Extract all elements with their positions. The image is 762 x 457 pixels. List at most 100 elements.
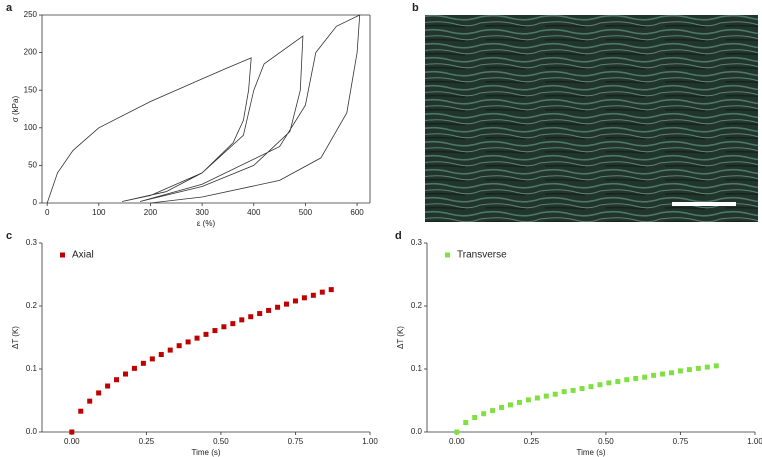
x-tick-label: 0.25 bbox=[524, 437, 540, 446]
point bbox=[669, 370, 675, 376]
x-axis-label: ε (%) bbox=[197, 219, 216, 228]
point bbox=[642, 374, 648, 380]
point bbox=[624, 377, 630, 383]
point bbox=[695, 365, 701, 371]
point bbox=[570, 387, 576, 393]
y-tick-label: 150 bbox=[24, 85, 38, 94]
x-tick-label: 0.75 bbox=[288, 437, 304, 446]
point bbox=[328, 287, 334, 293]
point bbox=[516, 399, 522, 405]
y-tick-label: 0 bbox=[33, 198, 38, 207]
x-axis-label: Time (s) bbox=[191, 448, 220, 457]
point bbox=[660, 371, 666, 377]
panel-label: c bbox=[6, 230, 12, 242]
point bbox=[686, 367, 692, 373]
point bbox=[194, 335, 200, 341]
legend-label: Axial bbox=[72, 250, 94, 261]
image-tint bbox=[425, 15, 758, 222]
y-tick-label: 0.0 bbox=[411, 427, 423, 436]
point bbox=[248, 314, 254, 320]
micrograph bbox=[425, 15, 758, 222]
y-tick-label: 0.3 bbox=[26, 238, 38, 247]
point bbox=[561, 389, 567, 395]
point bbox=[176, 343, 182, 349]
point bbox=[490, 408, 496, 414]
scale-bar bbox=[672, 202, 736, 206]
point bbox=[319, 289, 325, 295]
x-tick-label: 0.50 bbox=[213, 437, 229, 446]
point bbox=[481, 411, 487, 417]
y-tick-label: 0.1 bbox=[411, 364, 423, 373]
x-tick-label: 300 bbox=[195, 208, 209, 217]
point bbox=[472, 415, 478, 421]
x-tick-label: 0.00 bbox=[449, 437, 465, 446]
y-tick-label: 200 bbox=[24, 48, 38, 57]
y-tick-label: 0.1 bbox=[26, 364, 38, 373]
point bbox=[131, 365, 137, 371]
legend-swatch bbox=[445, 252, 450, 258]
point bbox=[651, 372, 657, 378]
point bbox=[69, 429, 75, 435]
point bbox=[140, 360, 146, 366]
x-tick-label: 200 bbox=[144, 208, 158, 217]
point bbox=[677, 368, 683, 374]
point bbox=[704, 364, 710, 370]
point bbox=[454, 429, 460, 435]
x-tick-label: 0.00 bbox=[64, 437, 80, 446]
y-tick-label: 100 bbox=[24, 123, 38, 132]
point bbox=[212, 328, 218, 334]
y-tick-label: 250 bbox=[24, 10, 38, 19]
point bbox=[310, 292, 316, 298]
point bbox=[122, 371, 128, 377]
point bbox=[158, 352, 164, 358]
x-axis-label: Time (s) bbox=[576, 448, 605, 457]
point bbox=[597, 382, 603, 388]
x-tick-label: 500 bbox=[299, 208, 313, 217]
legend-label: Transverse bbox=[457, 250, 507, 261]
curve bbox=[46, 14, 361, 204]
point bbox=[96, 390, 102, 396]
point bbox=[534, 395, 540, 401]
x-tick-label: 0.50 bbox=[598, 437, 614, 446]
point bbox=[257, 311, 263, 317]
point bbox=[463, 420, 469, 426]
point bbox=[525, 397, 531, 403]
legend-swatch bbox=[60, 252, 65, 258]
x-tick-label: 600 bbox=[350, 208, 364, 217]
point bbox=[105, 383, 111, 389]
x-tick-label: 0.75 bbox=[673, 437, 689, 446]
x-tick-label: 1.00 bbox=[362, 437, 378, 446]
point bbox=[203, 331, 209, 337]
panel-label: a bbox=[6, 2, 13, 14]
point bbox=[167, 347, 173, 353]
panel-label: d bbox=[395, 230, 402, 242]
x-tick-label: 100 bbox=[92, 208, 106, 217]
x-tick-label: 0.25 bbox=[139, 437, 155, 446]
y-tick-label: 0.2 bbox=[26, 301, 38, 310]
y-axis-label: ΔT (K) bbox=[11, 326, 20, 349]
point bbox=[543, 393, 549, 399]
point bbox=[221, 324, 227, 330]
point bbox=[713, 363, 719, 369]
point bbox=[149, 356, 155, 362]
y-tick-label: 50 bbox=[28, 161, 37, 170]
point bbox=[239, 317, 245, 323]
x-tick-label: 400 bbox=[247, 208, 261, 217]
point bbox=[633, 375, 639, 381]
point bbox=[507, 402, 513, 408]
tissue-image bbox=[425, 15, 758, 222]
panel-label: b bbox=[412, 2, 419, 14]
point bbox=[230, 321, 236, 327]
point bbox=[292, 298, 298, 304]
y-tick-label: 0.3 bbox=[411, 238, 423, 247]
point bbox=[552, 391, 558, 397]
point bbox=[87, 398, 93, 404]
y-tick-label: 0.0 bbox=[26, 427, 38, 436]
y-axis-label: σ (kPa) bbox=[11, 96, 20, 123]
point bbox=[606, 380, 612, 386]
x-tick-label: 0 bbox=[45, 208, 50, 217]
y-tick-label: 0.2 bbox=[411, 301, 423, 310]
point bbox=[185, 339, 191, 345]
point bbox=[266, 307, 272, 313]
